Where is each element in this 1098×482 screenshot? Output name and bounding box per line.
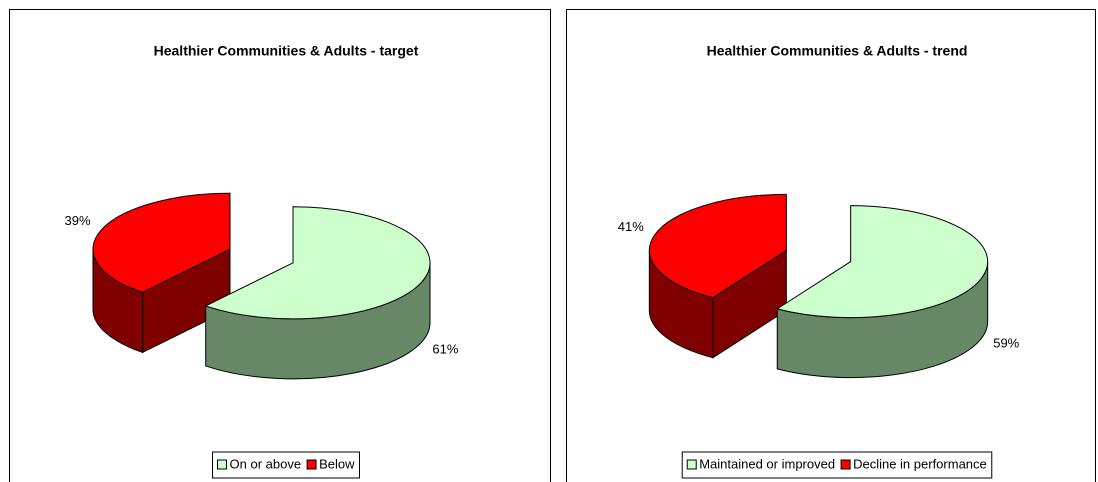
data-label: 59% xyxy=(993,336,1019,351)
legend-label: Decline in performance xyxy=(853,456,987,471)
legend: Maintained or improved Decline in perform… xyxy=(681,451,993,479)
data-label: 39% xyxy=(65,213,91,228)
data-label: 41% xyxy=(618,219,644,234)
chart-panel: Healthier Communities & Adults - target 3… xyxy=(9,9,551,482)
legend-swatch xyxy=(686,459,697,470)
legend-swatch xyxy=(306,459,317,470)
legend: On or above Below xyxy=(212,451,360,479)
panel-border xyxy=(9,9,551,482)
legend-box xyxy=(212,451,360,479)
legend-label: Maintained or improved xyxy=(699,456,835,471)
slice-top xyxy=(776,205,989,319)
slice-top xyxy=(204,206,431,320)
legend-swatch xyxy=(840,459,851,470)
chart-panel: Healthier Communities & Adults - trend 41… xyxy=(566,9,1096,482)
legend-box xyxy=(681,451,993,479)
legend-swatch xyxy=(217,459,228,470)
legend-label: On or above xyxy=(230,456,302,471)
panel-border xyxy=(566,9,1096,482)
slice-top xyxy=(648,193,787,299)
legend-label: Below xyxy=(319,456,355,471)
chart-title: Healthier Communities & Adults - target xyxy=(154,43,419,59)
chart-title: Healthier Communities & Adults - trend xyxy=(707,43,968,59)
slice-top xyxy=(92,192,231,293)
data-label: 61% xyxy=(432,342,458,357)
